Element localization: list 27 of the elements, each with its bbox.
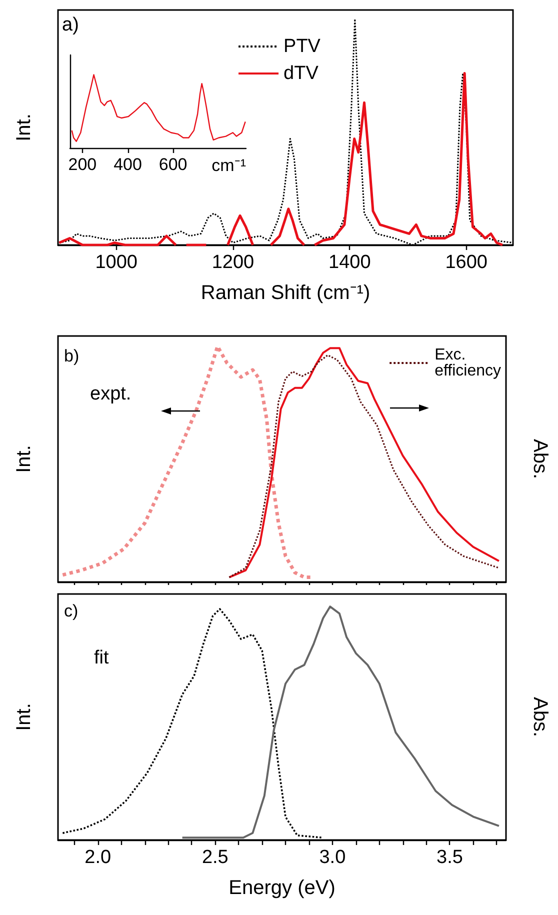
annotation: a): [62, 14, 79, 36]
annotation: b): [64, 346, 80, 366]
x-tick-label: 1600: [445, 252, 488, 273]
x-tick-label: 2.0: [84, 847, 112, 868]
y2-axis-title: Abs.: [529, 438, 551, 480]
annotation: expt.: [90, 384, 132, 404]
y-axis-title: Int.: [13, 703, 35, 731]
legend-label: dTV: [284, 63, 319, 84]
legend-label: PTV: [284, 36, 321, 57]
x-tick-label: 3.0: [319, 847, 346, 868]
x-tick-label: 600: [158, 155, 188, 174]
y-axis-title: Int.: [13, 445, 35, 473]
x-tick-label: 200: [68, 155, 97, 174]
legend-label: Exc. efficiency: [434, 346, 501, 380]
x-tick-label: 1000: [95, 252, 138, 273]
y-axis-title: Int.: [13, 114, 35, 142]
x-tick-label: 3.5: [436, 847, 463, 868]
x-tick-label: 2.5: [202, 847, 228, 868]
y2-axis-title: Abs.: [529, 696, 551, 738]
x-axis-title: Raman Shift (cm⁻¹): [200, 282, 370, 304]
x-axis-title: cm⁻¹: [212, 156, 246, 175]
annotation: c): [64, 602, 78, 620]
x-tick-label: 1200: [212, 252, 254, 273]
annotation: fit: [94, 648, 110, 668]
x-tick-label: 400: [114, 155, 142, 174]
x-tick-label: 1400: [328, 252, 371, 273]
x-axis-title: Energy (eV): [228, 877, 336, 899]
